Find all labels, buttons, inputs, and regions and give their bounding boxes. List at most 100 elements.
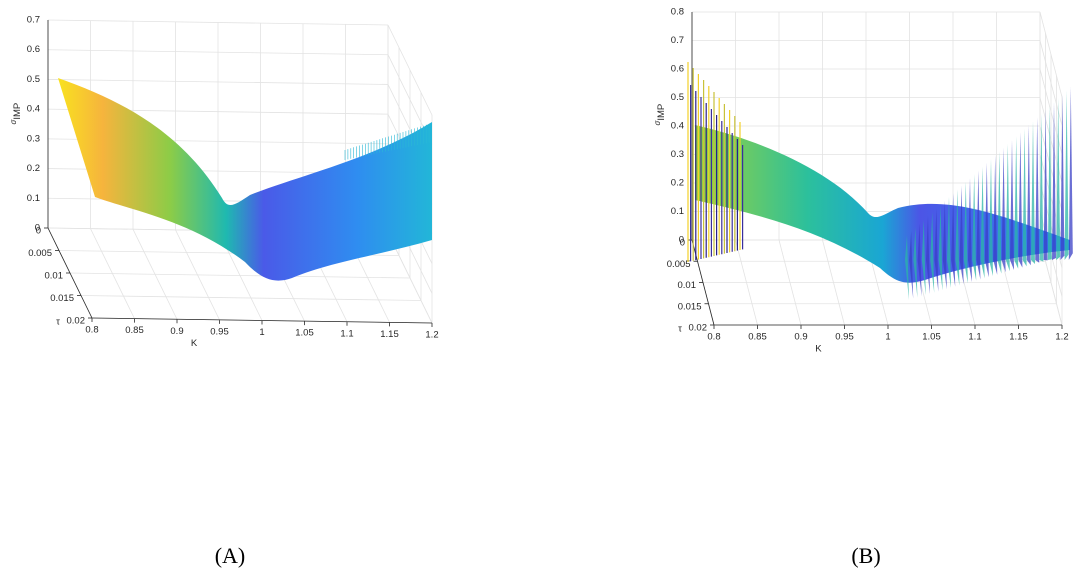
y-tick-label: 0.015 xyxy=(678,301,702,312)
surface-ribbon xyxy=(989,159,993,276)
x-tick-label: 1 xyxy=(259,327,264,338)
z-tick-label: 0 xyxy=(679,235,684,246)
z-axis-subscript: IMP xyxy=(12,103,23,120)
grid-line xyxy=(47,19,389,26)
y-axis-label: τ xyxy=(56,317,60,328)
grid-line xyxy=(47,49,389,56)
surface-ribbon xyxy=(1056,98,1061,260)
z-tick-label: 0.2 xyxy=(671,178,684,189)
x-tick-label: 0.95 xyxy=(835,332,854,343)
x-tick-label: 0.85 xyxy=(125,325,144,336)
axis-line xyxy=(47,227,93,319)
caption: (A) xyxy=(215,543,246,568)
surface-ribbon xyxy=(917,223,922,297)
surface-ribbon xyxy=(1005,143,1010,272)
surface-ribbon xyxy=(1047,105,1052,260)
surface-ribbon xyxy=(1068,86,1073,260)
x-tick-label: 1.1 xyxy=(340,328,353,339)
z-axis-symbol: σ xyxy=(9,118,18,124)
surface-ribbon xyxy=(913,227,918,298)
z-tick-label: 0.5 xyxy=(27,74,40,85)
x-tick-label: 0.8 xyxy=(85,325,98,336)
x-axis-label: K xyxy=(191,338,198,349)
z-tick-label: 0.6 xyxy=(671,64,684,75)
surface-ribbon xyxy=(993,155,998,275)
axis-line xyxy=(91,317,433,324)
z-tick-label: 0.2 xyxy=(27,163,40,174)
z-tick-label: 0.3 xyxy=(671,149,684,160)
surface-ribbon xyxy=(1064,90,1069,260)
y-tick-label: 0.015 xyxy=(50,293,74,304)
caption: (B) xyxy=(851,543,880,568)
x-tick-label: 0.9 xyxy=(170,326,183,337)
surface-ribbon xyxy=(1001,147,1006,273)
y-tick-label: 0.02 xyxy=(689,323,708,334)
surface-ribbon xyxy=(955,189,960,286)
z-tick-label: 0.4 xyxy=(27,104,40,115)
y-axis-label: τ xyxy=(678,324,682,335)
surface xyxy=(695,125,1070,283)
surface-ribbon xyxy=(976,170,981,280)
surface-ribbon xyxy=(909,231,914,299)
y-tick-label: 0.01 xyxy=(678,280,697,291)
surface-ribbon xyxy=(1018,132,1023,268)
x-tick-label: 1.1 xyxy=(968,332,981,343)
grid-line xyxy=(1039,11,1063,98)
y-tick-label: 0.02 xyxy=(67,316,86,327)
surface-ribbon xyxy=(947,197,951,288)
z-tick-label: 0.7 xyxy=(671,35,684,46)
surface-ribbon xyxy=(934,208,939,292)
surface-ribbon xyxy=(968,178,972,282)
surface-ribbon xyxy=(984,162,989,278)
x-tick-label: 0.85 xyxy=(748,332,767,343)
z-tick-label: 0.1 xyxy=(671,206,684,217)
z-axis-symbol: σ xyxy=(653,119,662,125)
x-tick-label: 0.9 xyxy=(794,332,807,343)
z-tick-label: 0.4 xyxy=(671,121,684,132)
z-axis-subscript: IMP xyxy=(656,104,667,121)
surface-ribbon xyxy=(1052,102,1056,260)
grid-line xyxy=(69,272,411,279)
x-tick-label: 0.95 xyxy=(210,326,229,337)
surface-ribbon xyxy=(938,204,943,291)
z-tick-label: 0.7 xyxy=(27,15,40,26)
grid-line xyxy=(1039,239,1063,326)
surface-ribbon xyxy=(997,151,1002,274)
surface-ribbon xyxy=(1022,128,1027,267)
x-tick-label: 1 xyxy=(885,332,890,343)
x-tick-label: 0.8 xyxy=(707,332,720,343)
surface-ribbon xyxy=(1060,94,1065,261)
surface-ribbon xyxy=(1031,121,1035,264)
surface-ribbon xyxy=(1010,140,1014,270)
surface-ribbon xyxy=(1043,109,1048,261)
x-tick-label: 1.15 xyxy=(380,329,399,340)
surface-ribbon xyxy=(921,219,926,296)
z-tick-label: 0.1 xyxy=(27,193,40,204)
surface-ribbon xyxy=(1039,113,1044,262)
z-tick-label: 0.3 xyxy=(27,133,40,144)
surface-ribbon xyxy=(942,200,947,290)
x-tick-label: 1.05 xyxy=(922,332,941,343)
x-tick-label: 1.15 xyxy=(1009,332,1028,343)
z-tick-label: 0.6 xyxy=(27,44,40,55)
surface-ribbon xyxy=(1026,124,1031,266)
grid-line xyxy=(80,295,422,301)
surface-ribbon xyxy=(972,174,977,281)
surface-ribbon xyxy=(959,185,964,285)
surface-ribbon xyxy=(951,193,956,287)
x-tick-label: 1.2 xyxy=(425,330,438,341)
y-tick-label: 0.005 xyxy=(28,248,52,259)
z-axis-label: σIMP xyxy=(653,104,666,126)
surface-ribbon xyxy=(926,216,930,294)
surface xyxy=(58,78,432,281)
surface-ribbon xyxy=(930,212,935,293)
surface-ribbon xyxy=(980,166,985,279)
x-tick-label: 1.05 xyxy=(295,328,314,339)
surface-ribbon xyxy=(1014,136,1019,269)
y-tick-label: 0 xyxy=(680,238,685,249)
surface-ribbon xyxy=(963,181,968,284)
z-tick-label: 0 xyxy=(35,223,40,234)
grid-line xyxy=(387,24,433,116)
grid-line xyxy=(47,79,389,85)
